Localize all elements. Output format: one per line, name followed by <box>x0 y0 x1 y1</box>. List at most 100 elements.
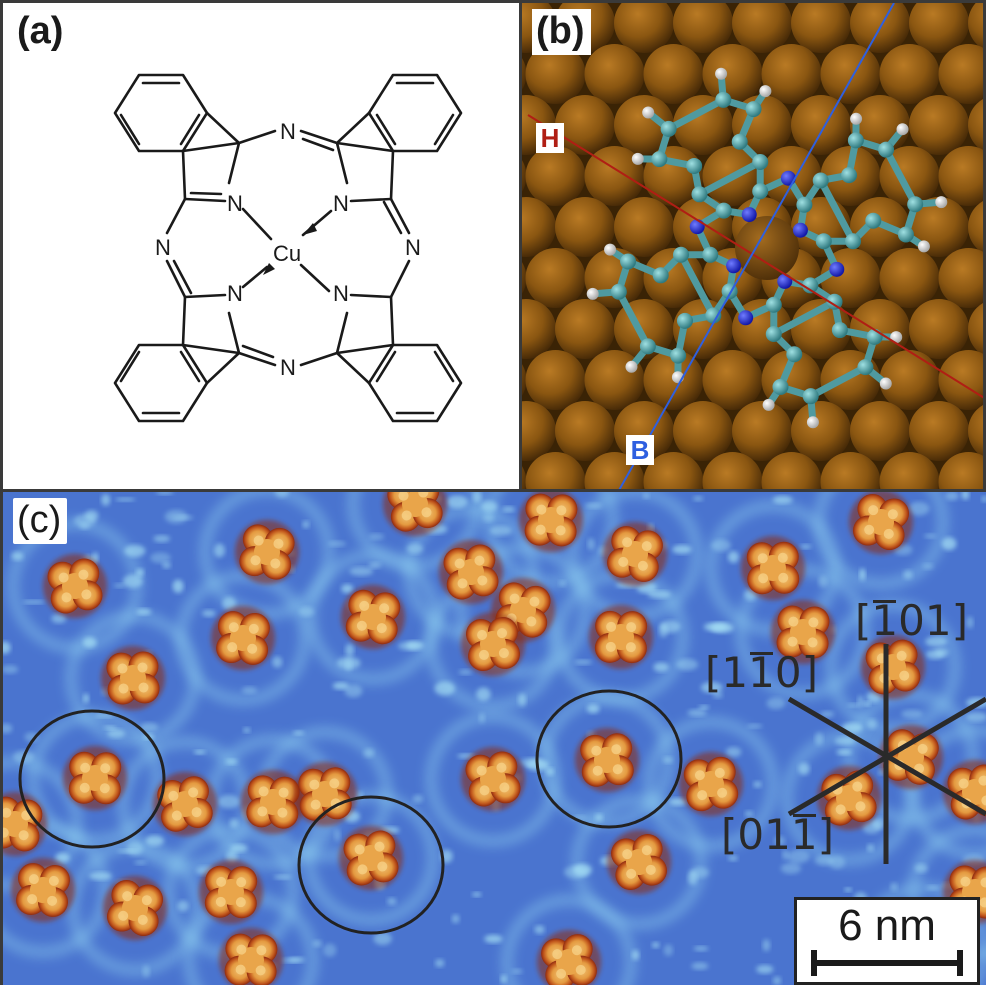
copper-atom <box>522 262 527 294</box>
copper-atom <box>791 95 851 155</box>
dir-digit: 0 <box>737 810 765 859</box>
surface-noise-spot <box>518 693 527 707</box>
surface-noise-spot <box>51 613 67 624</box>
bracket-open: [ <box>705 648 722 697</box>
carbon-atom <box>752 153 769 170</box>
copper-atom <box>732 3 792 53</box>
copper-atom <box>761 44 822 104</box>
molecule-halo <box>456 543 590 677</box>
copper-atom <box>850 299 910 359</box>
benzene-bottom-left <box>113 343 209 423</box>
bond <box>615 288 652 350</box>
copper-atom <box>522 401 556 461</box>
surface-noise-spot <box>387 897 397 906</box>
molecule-array <box>3 492 986 985</box>
copper-atom <box>555 197 615 257</box>
bond <box>817 176 857 245</box>
copper-atom <box>525 44 586 104</box>
surface-noise-spot <box>828 855 846 869</box>
cupc-molecule <box>439 540 503 604</box>
surface-noise-spot <box>472 492 482 503</box>
carbon-atom <box>857 359 874 376</box>
bond <box>770 298 839 338</box>
surface-noise-spot <box>651 942 660 949</box>
surface-noise-spot <box>101 493 111 506</box>
surface-noise-spot <box>115 497 136 502</box>
axis-b-line <box>618 3 895 489</box>
surface-noise-spot <box>229 818 239 829</box>
surface-noise-spot <box>762 939 771 952</box>
cupc-molecule <box>339 826 403 890</box>
crystal-direction-axes <box>787 644 986 864</box>
surface-noise-spot <box>725 746 742 758</box>
nitrogen-atom <box>726 258 742 274</box>
surface-noise-spot <box>890 882 898 892</box>
carbon-atom <box>610 283 627 300</box>
surface-noise-spot <box>341 584 354 594</box>
hydrogen-atom <box>759 85 772 98</box>
copper-atom <box>968 3 983 49</box>
copper-atom <box>522 160 527 192</box>
hydrogen-atom <box>890 331 903 344</box>
surface-noise-spot <box>337 656 361 670</box>
copper-atom <box>555 299 615 359</box>
nitrogen-atom <box>738 310 754 326</box>
surface-noise-spot <box>659 620 681 633</box>
molecule-halo <box>502 895 636 985</box>
copper-atom <box>525 248 586 308</box>
copper-atom <box>968 201 983 253</box>
surface-noise-spot <box>647 590 672 599</box>
cupc-molecule <box>101 646 165 710</box>
molecule-halo <box>844 690 978 824</box>
copper-atom <box>522 299 556 359</box>
surface-noise-spot <box>744 810 754 817</box>
carbon-atom <box>815 233 832 250</box>
carbon-atom <box>731 133 748 150</box>
direction-label-m101: [101] <box>855 596 968 645</box>
scale-bar-label: 6 nm <box>838 901 936 950</box>
molecule-on-copper-model: H B <box>522 3 983 489</box>
copper-atom <box>525 146 586 206</box>
scale-bar-cap-left <box>811 950 817 976</box>
carbon-atom <box>845 233 862 250</box>
surface-noise-spot <box>941 537 957 551</box>
surface-noise-spot <box>687 871 698 885</box>
cupc-molecule <box>11 858 75 922</box>
cupc-molecule <box>575 728 639 792</box>
copper-atom <box>938 146 983 206</box>
carbon-atom <box>765 296 782 313</box>
surface-noise-spot <box>747 723 763 729</box>
dir-digit: 1 <box>871 596 899 645</box>
benzene-top-left <box>113 73 209 153</box>
cupc-molecule <box>741 536 805 600</box>
surface-noise-spot <box>406 543 424 554</box>
cupc-molecule <box>519 492 583 552</box>
carbon-atom <box>878 141 895 158</box>
copper-atom <box>673 95 733 155</box>
cupc-molecule <box>603 522 667 586</box>
copper-atom <box>614 3 674 53</box>
surface-noise-spot <box>323 943 337 957</box>
surface-noise-spot <box>844 887 852 892</box>
atom-n-top: N <box>280 119 296 144</box>
surface-noise-spot <box>663 944 674 956</box>
surface-noise-spot <box>786 849 810 864</box>
dir-digit: 1 <box>790 810 818 859</box>
surface-noise-spot <box>700 681 723 694</box>
hydrogen-atom <box>715 67 728 80</box>
surface-noise-spot <box>113 583 126 588</box>
surface-noise-spot <box>82 637 97 648</box>
surface-noise-spot <box>135 568 145 577</box>
surface-noise-spot <box>772 495 793 504</box>
surface-noise-spot <box>218 794 240 809</box>
surface-noise-spot <box>298 606 315 617</box>
surface-noise-spot <box>923 533 937 539</box>
surface-noise-spot <box>692 496 704 502</box>
copper-atom <box>702 452 763 489</box>
surface-noise-spot <box>586 703 600 714</box>
dir-digit: 0 <box>898 596 925 645</box>
nitrogen-atom <box>741 207 757 223</box>
surface-noise-spot <box>55 852 70 863</box>
cupc-molecule <box>103 876 167 940</box>
cupc-molecule <box>817 766 881 830</box>
